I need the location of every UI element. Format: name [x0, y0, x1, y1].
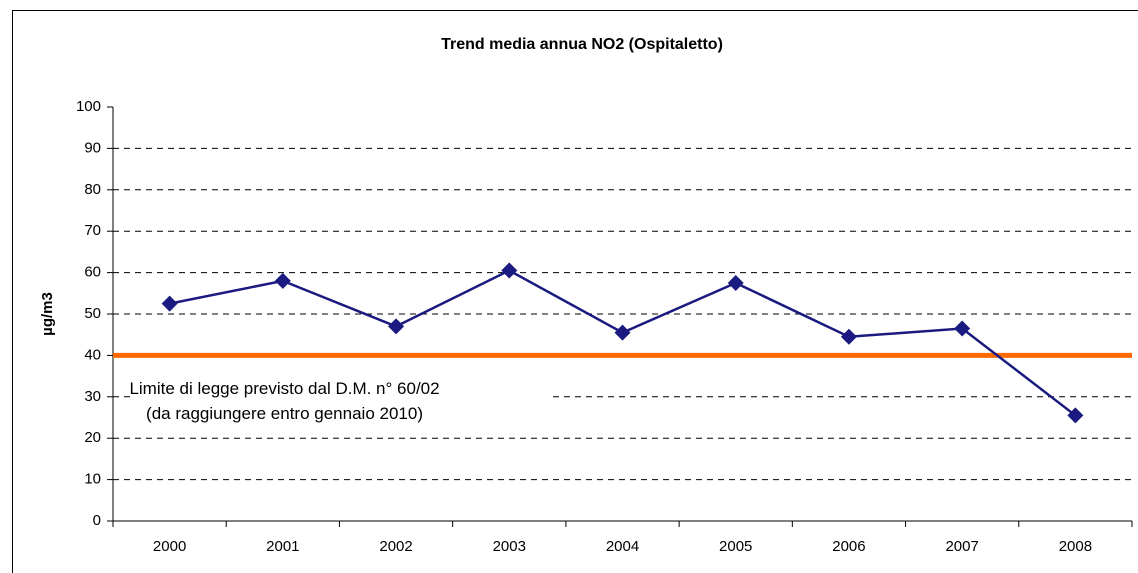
y-tick-label: 0	[93, 512, 101, 529]
y-tick-label: 30	[84, 388, 101, 405]
data-point	[1067, 407, 1084, 424]
x-tick-label: 2005	[719, 538, 752, 555]
x-tick-label: 2003	[493, 538, 526, 555]
y-tick-label: 70	[84, 222, 101, 239]
annotation-background	[133, 369, 553, 436]
y-tick-label: 90	[84, 139, 101, 156]
data-point	[501, 262, 518, 279]
data-point	[388, 318, 405, 335]
y-tick-label: 10	[84, 471, 101, 488]
y-tick-label: 100	[76, 98, 101, 115]
y-tick-label: 80	[84, 181, 101, 198]
x-tick-label: 2008	[1059, 538, 1092, 555]
y-axis-label: µg/m3	[39, 292, 56, 336]
x-tick-label: 2001	[266, 538, 299, 555]
data-point	[727, 274, 744, 291]
y-tick-label: 20	[84, 429, 101, 446]
data-point	[274, 272, 291, 289]
y-tick-label: 60	[84, 264, 101, 281]
y-tick-label: 40	[84, 346, 101, 363]
data-point	[614, 324, 631, 341]
x-tick-label: 2007	[945, 538, 978, 555]
chart-title: Trend media annua NO2 (Ospitaletto)	[441, 36, 723, 53]
chart-frame	[12, 10, 1138, 573]
x-tick-label: 2004	[606, 538, 639, 555]
y-tick-label: 50	[84, 305, 101, 322]
annotation: Limite di legge previsto dal D.M. n° 60/…	[129, 379, 439, 398]
data-point	[954, 320, 971, 337]
x-tick-label: 2002	[379, 538, 412, 555]
x-tick-label: 2000	[153, 538, 186, 555]
data-point	[161, 295, 178, 312]
data-point	[840, 328, 857, 345]
annotation: (da raggiungere entro gennaio 2010)	[146, 404, 423, 423]
x-tick-label: 2006	[832, 538, 865, 555]
